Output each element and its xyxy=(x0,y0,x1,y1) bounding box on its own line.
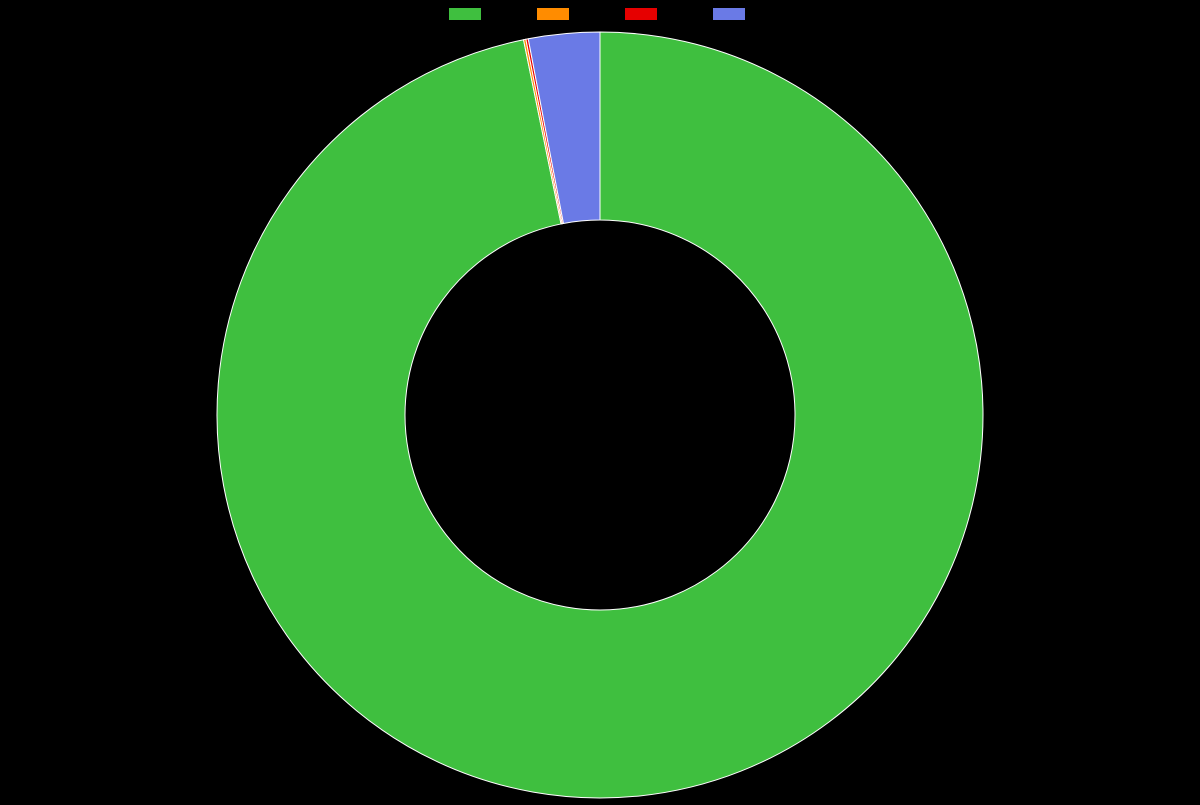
donut-chart xyxy=(215,30,985,800)
legend-swatch-0 xyxy=(449,8,481,20)
legend-item-1 xyxy=(537,8,575,20)
donut-svg xyxy=(215,30,985,800)
legend-item-2 xyxy=(625,8,663,20)
legend-item-3 xyxy=(713,8,751,20)
legend-item-0 xyxy=(449,8,487,20)
legend-swatch-3 xyxy=(713,8,745,20)
legend-swatch-1 xyxy=(537,8,569,20)
chart-legend xyxy=(449,8,751,20)
legend-swatch-2 xyxy=(625,8,657,20)
